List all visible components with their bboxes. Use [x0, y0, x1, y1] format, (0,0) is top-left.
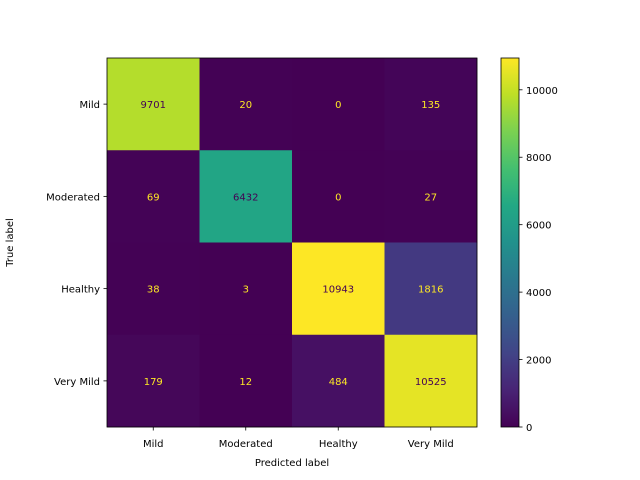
matrix-cell — [199, 150, 293, 243]
matrix-cell — [384, 150, 478, 243]
colorbar-tick-label: 8000 — [526, 153, 551, 164]
matrix-cell — [199, 242, 293, 336]
cell-value-label: 0 — [335, 100, 341, 111]
colorbar-tick-label: 2000 — [526, 356, 551, 367]
matrix-cell — [199, 334, 293, 428]
cell-value-label: 69 — [147, 192, 160, 203]
x-tick-label: Very Mild — [408, 439, 454, 450]
colorbar-frame — [500, 57, 520, 428]
matrix-cell-labels: 9701 20 0 135 69 6432 0 27 38 3 10943 1816 179 12 484 1… — [141, 100, 447, 388]
x-tick-label: Mild — [143, 439, 164, 450]
colorbar-tick-label: 0 — [526, 423, 532, 434]
colorbar-tick-label: 10000 — [526, 86, 558, 97]
y-axis-label: True label — [5, 218, 16, 268]
matrix-cell — [107, 150, 200, 243]
cell-value-label: 1816 — [418, 285, 443, 296]
y-tick-label: Moderated — [46, 192, 100, 203]
colorbar-ticks: 0 2000 4000 6000 8000 10000 — [519, 86, 558, 434]
cell-value-label: 9701 — [141, 100, 166, 111]
matrix-cells — [107, 58, 478, 428]
matrix-cell — [292, 150, 385, 243]
cell-value-label: 12 — [239, 377, 252, 388]
cell-value-label: 20 — [239, 100, 252, 111]
y-tick-label: Mild — [79, 100, 100, 111]
x-axis-ticks: Mild Moderated Healthy Very Mild — [143, 427, 454, 450]
x-tick-label: Moderated — [219, 439, 273, 450]
cell-value-label: 179 — [144, 377, 163, 388]
cell-value-label: 27 — [424, 192, 437, 203]
colorbar — [501, 58, 519, 427]
cell-value-label: 10525 — [415, 377, 447, 388]
matrix-cell — [384, 242, 478, 336]
colorbar-tick-label: 4000 — [526, 288, 551, 299]
matrix-cell — [292, 334, 385, 428]
y-tick-label: Very Mild — [54, 377, 100, 388]
matrix-cell — [107, 58, 200, 151]
colorbar-tick-label: 6000 — [526, 221, 551, 232]
matrix-cell — [292, 242, 385, 336]
matrix-cell — [292, 58, 385, 151]
cell-value-label: 3 — [243, 285, 249, 296]
cell-value-label: 10943 — [322, 285, 354, 296]
cell-value-label: 38 — [147, 285, 160, 296]
matrix-cell — [384, 334, 478, 428]
matrix-cell — [384, 58, 478, 151]
x-tick-label: Healthy — [319, 439, 358, 450]
cell-value-label: 135 — [421, 100, 440, 111]
matrix-cell — [107, 334, 200, 428]
axes-frame — [106, 57, 478, 428]
x-axis-label: Predicted label — [255, 458, 329, 469]
y-axis-ticks: Mild Moderated Healthy Very Mild — [46, 100, 107, 388]
cell-value-label: 0 — [335, 192, 341, 203]
y-tick-label: Healthy — [61, 285, 100, 296]
cell-value-label: 6432 — [233, 192, 258, 203]
matrix-cell — [107, 242, 200, 336]
matrix-cell — [199, 58, 293, 151]
cell-value-label: 484 — [329, 377, 348, 388]
